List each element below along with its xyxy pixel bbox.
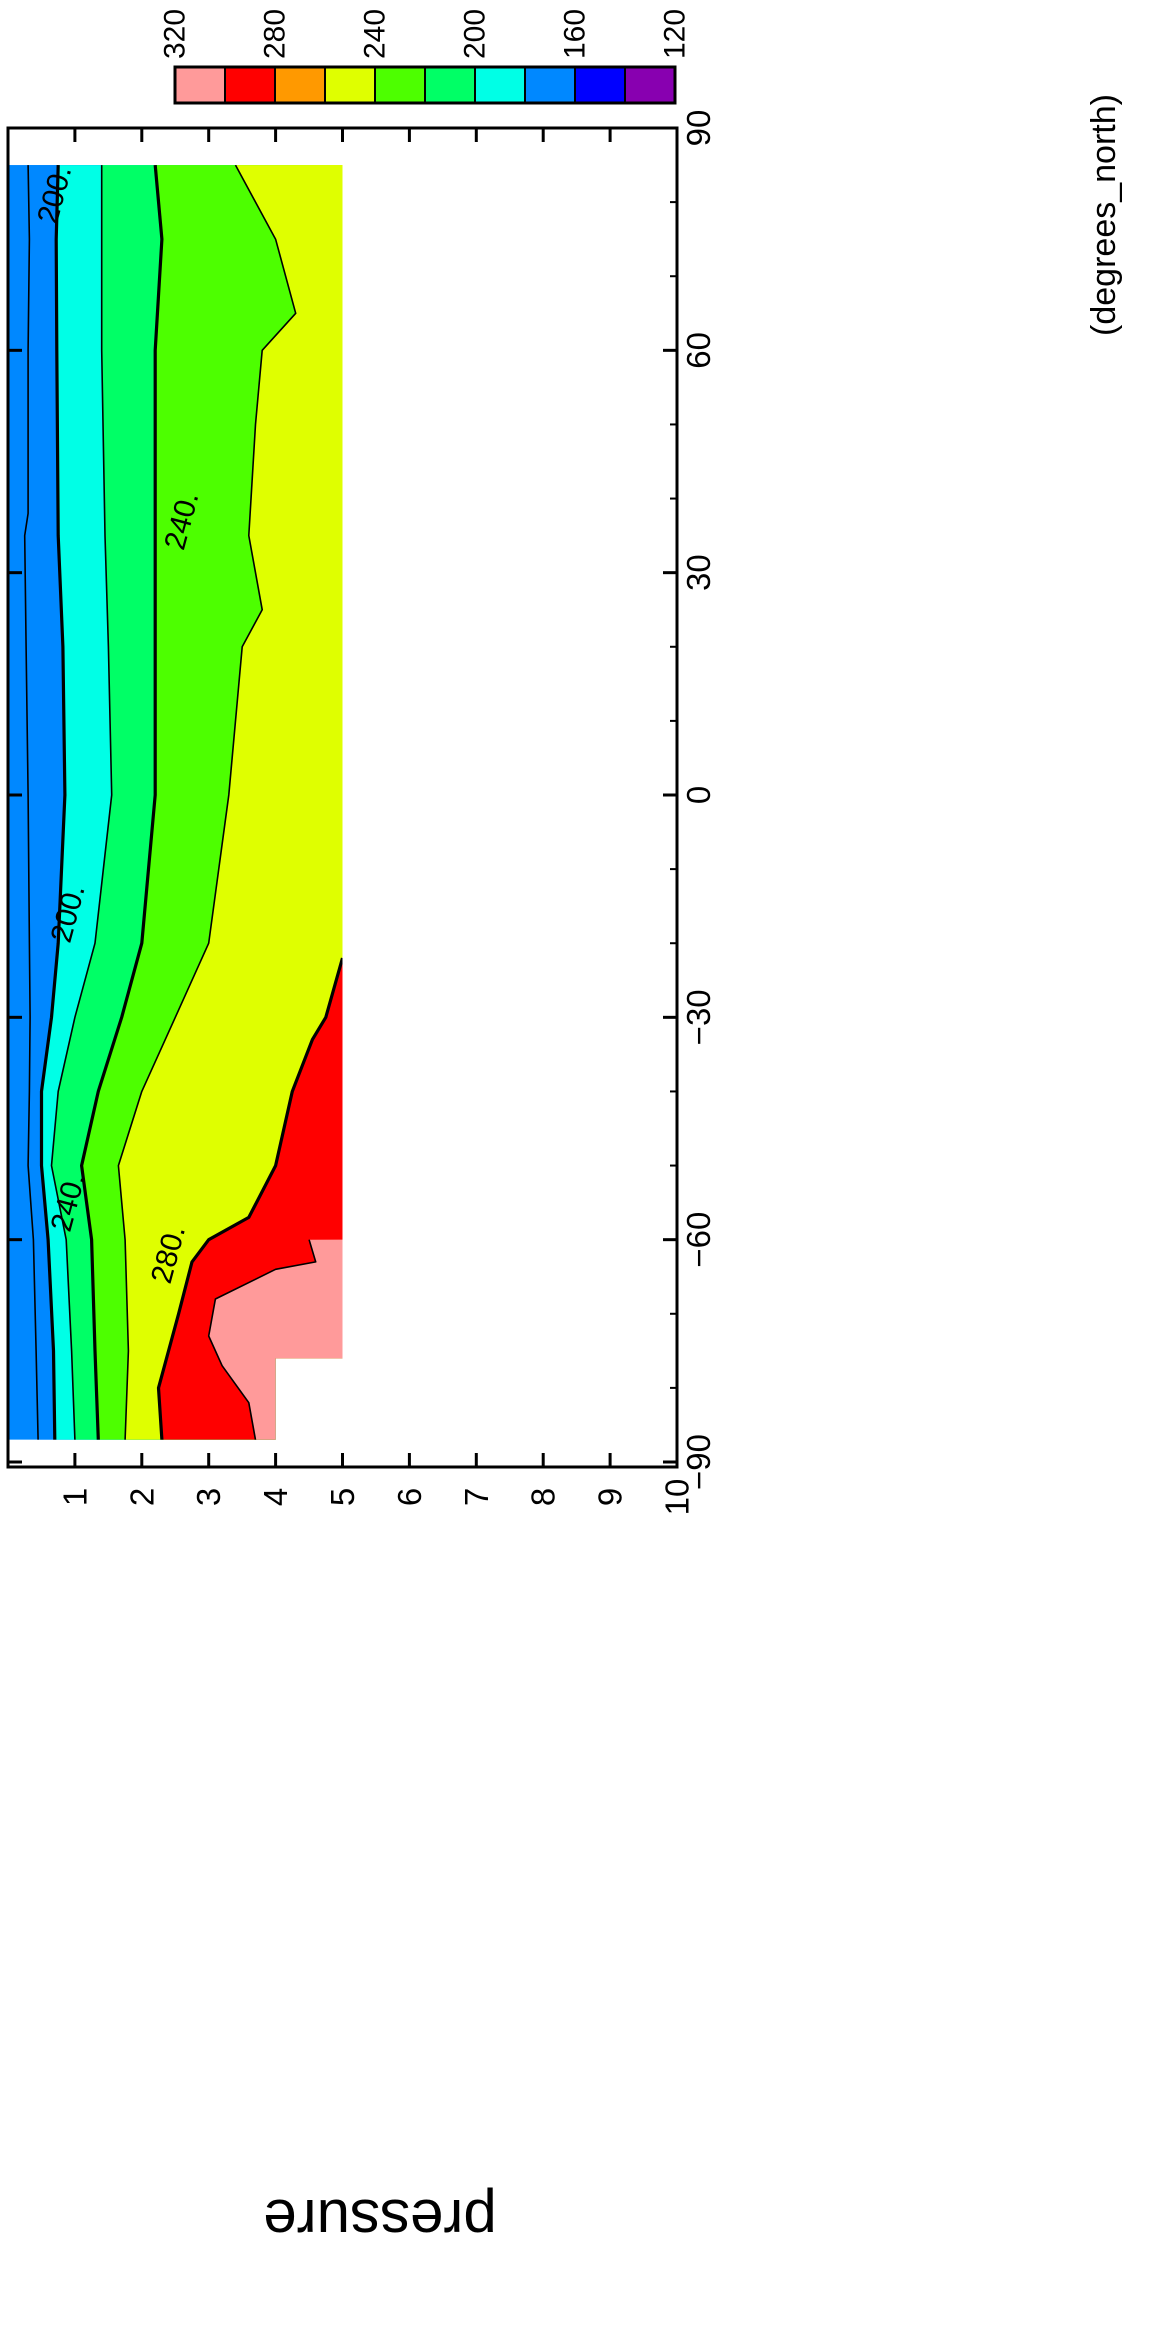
latitude-axis: −90 −60 −30 0 30 60 90 bbox=[8, 110, 717, 1490]
colorbar-swatch bbox=[424, 66, 476, 104]
pressure-tick-label: 2 bbox=[123, 1488, 160, 1506]
colorbar: 320 280 240 200 160 120 bbox=[159, 9, 692, 105]
contour-line-4 bbox=[117, 165, 297, 1440]
colorbar-swatch bbox=[574, 66, 626, 104]
colorbar-tick-label: 160 bbox=[559, 9, 592, 59]
lat-tick-label: 0 bbox=[680, 786, 717, 804]
pressure-tick-label: 9 bbox=[592, 1488, 629, 1506]
colorbar-tick-label: 280 bbox=[259, 9, 292, 59]
colorbar-tick-label: 200 bbox=[459, 9, 492, 59]
pressure-tick-label: 5 bbox=[324, 1488, 361, 1506]
contour-line-0 bbox=[23, 165, 39, 1440]
lat-tick-label: 60 bbox=[680, 332, 717, 369]
pressure-tick-label: 6 bbox=[391, 1488, 428, 1506]
pressure-tick-label: 10 bbox=[659, 1479, 696, 1516]
contour-lines bbox=[23, 165, 343, 1440]
lat-tick-label: −60 bbox=[680, 1212, 717, 1268]
colorbar-frame bbox=[173, 65, 677, 105]
colorbar-swatch bbox=[374, 66, 426, 104]
pressure-tick-label: 1 bbox=[56, 1488, 93, 1506]
colorbar-tick-label: 320 bbox=[159, 9, 192, 59]
contour-line-2 bbox=[50, 165, 113, 1440]
contour-line-5 bbox=[156, 957, 343, 1440]
lat-tick-label: 30 bbox=[680, 554, 717, 591]
colorbar-tick-label: 120 bbox=[659, 9, 692, 59]
pressure-tick-label: 4 bbox=[257, 1488, 294, 1506]
pressure-axis: 1 2 3 4 5 6 7 8 9 10 bbox=[56, 128, 696, 1516]
contour-line-1 bbox=[39, 165, 67, 1440]
colorbar-swatch bbox=[474, 66, 526, 104]
lat-tick-label: −30 bbox=[680, 989, 717, 1045]
y-axis-label: pressure bbox=[263, 2187, 496, 2254]
colorbar-tick-label: 240 bbox=[359, 9, 392, 59]
pressure-tick-label: 7 bbox=[458, 1488, 495, 1506]
colorbar-swatch bbox=[274, 66, 326, 104]
pressure-tick-label: 8 bbox=[525, 1488, 562, 1506]
colorbar-swatch bbox=[324, 66, 376, 104]
contour-line-6 bbox=[207, 1239, 317, 1440]
lat-tick-label: −90 bbox=[680, 1434, 717, 1490]
contour-line-3 bbox=[80, 165, 164, 1440]
colorbar-swatch bbox=[174, 66, 226, 104]
colorbar-swatch bbox=[224, 66, 276, 104]
colorbar-swatch bbox=[524, 66, 576, 104]
lat-tick-label: 90 bbox=[680, 110, 717, 147]
pressure-tick-label: 3 bbox=[190, 1488, 227, 1506]
x-axis-label: (degrees_north) bbox=[1085, 94, 1123, 336]
colorbar-swatch bbox=[624, 66, 676, 104]
